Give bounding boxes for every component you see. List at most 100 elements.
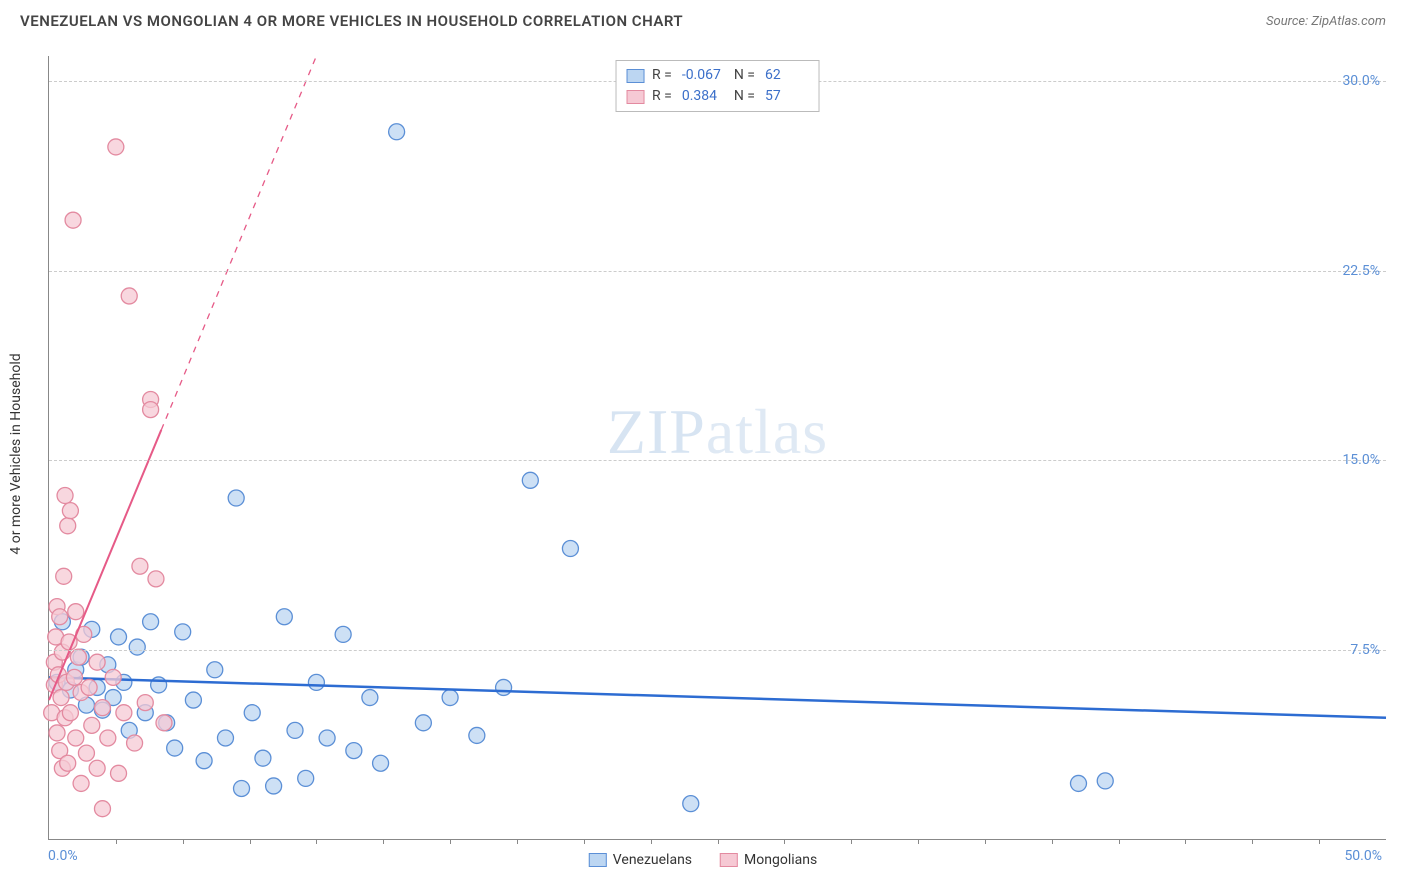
x-minor-tick xyxy=(183,839,184,844)
x-minor-tick xyxy=(450,839,451,844)
data-point xyxy=(53,690,69,706)
data-point xyxy=(60,755,76,771)
data-point xyxy=(94,801,110,817)
data-point xyxy=(81,679,97,695)
data-point xyxy=(105,669,121,685)
data-point xyxy=(362,690,378,706)
legend-label: Mongolians xyxy=(744,852,817,868)
data-point xyxy=(56,568,72,584)
gridline xyxy=(49,460,1386,461)
data-point xyxy=(415,715,431,731)
data-point xyxy=(49,725,65,741)
data-point xyxy=(298,770,314,786)
x-minor-tick xyxy=(1052,839,1053,844)
data-point xyxy=(111,629,127,645)
data-point xyxy=(108,139,124,155)
legend-swatch xyxy=(720,853,738,867)
x-tick-max: 50.0% xyxy=(1344,848,1382,864)
data-point xyxy=(100,730,116,746)
data-point xyxy=(1097,773,1113,789)
data-point xyxy=(68,730,84,746)
x-minor-tick xyxy=(250,839,251,844)
data-point xyxy=(228,490,244,506)
data-point xyxy=(389,124,405,140)
data-point xyxy=(442,690,458,706)
data-point xyxy=(373,755,389,771)
data-point xyxy=(276,609,292,625)
legend-swatch xyxy=(589,853,607,867)
x-minor-tick xyxy=(584,839,585,844)
data-point xyxy=(562,541,578,557)
data-point xyxy=(185,692,201,708)
x-minor-tick xyxy=(383,839,384,844)
data-point xyxy=(319,730,335,746)
x-minor-tick xyxy=(918,839,919,844)
x-minor-tick xyxy=(116,839,117,844)
data-point xyxy=(683,796,699,812)
y-tick-label: 15.0% xyxy=(1342,452,1380,468)
data-point xyxy=(143,614,159,630)
x-minor-tick xyxy=(517,839,518,844)
y-tick-label: 7.5% xyxy=(1350,642,1380,658)
trend-line-dashed xyxy=(161,56,316,430)
x-minor-tick xyxy=(1252,839,1253,844)
data-point xyxy=(78,745,94,761)
data-point xyxy=(70,649,86,665)
data-point xyxy=(522,472,538,488)
chart-title: VENEZUELAN VS MONGOLIAN 4 OR MORE VEHICL… xyxy=(20,12,683,30)
data-point xyxy=(207,662,223,678)
x-minor-tick xyxy=(1185,839,1186,844)
x-minor-tick xyxy=(316,839,317,844)
data-point xyxy=(496,679,512,695)
data-point xyxy=(266,778,282,794)
data-point xyxy=(62,705,78,721)
x-minor-tick xyxy=(784,839,785,844)
data-point xyxy=(217,730,233,746)
data-point xyxy=(66,669,82,685)
chart-plot-area: ZIPatlas R =-0.067N =62R =0.384N =57 7.5… xyxy=(48,56,1386,840)
data-point xyxy=(62,503,78,519)
data-point xyxy=(60,518,76,534)
data-point xyxy=(335,626,351,642)
data-point xyxy=(137,695,153,711)
x-minor-tick xyxy=(651,839,652,844)
data-point xyxy=(469,727,485,743)
data-point xyxy=(132,558,148,574)
data-point xyxy=(287,722,303,738)
data-point xyxy=(255,750,271,766)
data-point xyxy=(129,639,145,655)
data-point xyxy=(84,717,100,733)
x-minor-tick xyxy=(1319,839,1320,844)
x-minor-tick xyxy=(718,839,719,844)
legend-swatch xyxy=(626,90,644,104)
stats-row: R =-0.067N =62 xyxy=(626,65,809,86)
y-tick-label: 30.0% xyxy=(1342,73,1380,89)
legend-item: Mongolians xyxy=(720,852,817,868)
source-label: Source: ZipAtlas.com xyxy=(1266,14,1386,29)
scatter-svg xyxy=(49,56,1386,839)
legend-label: Venezuelans xyxy=(613,852,692,868)
data-point xyxy=(1070,775,1086,791)
data-point xyxy=(121,288,137,304)
data-point xyxy=(68,604,84,620)
data-point xyxy=(175,624,191,640)
legend-item: Venezuelans xyxy=(589,852,692,868)
data-point xyxy=(346,743,362,759)
data-point xyxy=(111,765,127,781)
data-point xyxy=(65,212,81,228)
legend-swatch xyxy=(626,69,644,83)
data-point xyxy=(167,740,183,756)
data-point xyxy=(57,487,73,503)
data-point xyxy=(308,674,324,690)
data-point xyxy=(244,705,260,721)
stats-row: R =0.384N =57 xyxy=(626,86,809,107)
x-minor-tick xyxy=(985,839,986,844)
series-legend: Venezuelans Mongolians xyxy=(589,852,817,868)
data-point xyxy=(89,760,105,776)
stats-legend: R =-0.067N =62R =0.384N =57 xyxy=(615,60,820,112)
y-tick-label: 22.5% xyxy=(1342,263,1380,279)
data-point xyxy=(143,402,159,418)
gridline xyxy=(49,650,1386,651)
data-point xyxy=(127,735,143,751)
y-axis-label: 4 or more Vehicles in Household xyxy=(8,353,24,554)
